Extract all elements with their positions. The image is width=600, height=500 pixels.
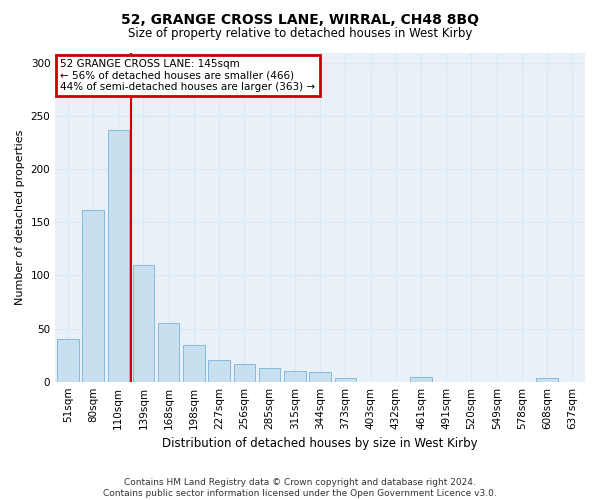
Bar [133, 265, 154, 382]
Bar [107, 130, 129, 382]
Bar [183, 344, 205, 382]
Text: Contains HM Land Registry data © Crown copyright and database right 2024.
Contai: Contains HM Land Registry data © Crown c… [103, 478, 497, 498]
Bar [310, 372, 331, 382]
Bar [259, 368, 280, 382]
Text: Size of property relative to detached houses in West Kirby: Size of property relative to detached ho… [128, 28, 472, 40]
Bar [233, 364, 255, 382]
Y-axis label: Number of detached properties: Number of detached properties [15, 130, 25, 305]
Bar [536, 378, 558, 382]
X-axis label: Distribution of detached houses by size in West Kirby: Distribution of detached houses by size … [162, 437, 478, 450]
Bar [410, 378, 432, 382]
Bar [208, 360, 230, 382]
Text: 52 GRANGE CROSS LANE: 145sqm
← 56% of detached houses are smaller (466)
44% of s: 52 GRANGE CROSS LANE: 145sqm ← 56% of de… [61, 59, 316, 92]
Bar [284, 371, 305, 382]
Bar [57, 339, 79, 382]
Bar [335, 378, 356, 382]
Bar [158, 324, 179, 382]
Text: 52, GRANGE CROSS LANE, WIRRAL, CH48 8BQ: 52, GRANGE CROSS LANE, WIRRAL, CH48 8BQ [121, 12, 479, 26]
Bar [82, 210, 104, 382]
